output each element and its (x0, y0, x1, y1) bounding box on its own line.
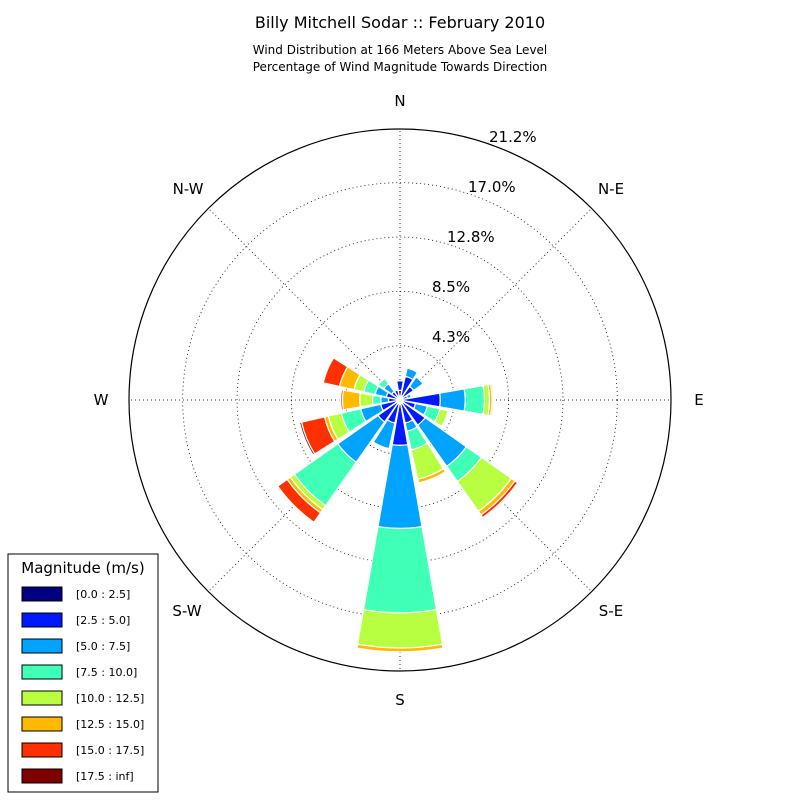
direction-label-se: S-E (599, 602, 623, 620)
bar-sector-4-bin-3 (463, 384, 485, 416)
bar-sector-10-bin-6 (276, 478, 322, 524)
bar-sector-4-bin-6 (489, 383, 494, 417)
legend-entry-0: [0.0 : 2.5] (76, 588, 130, 601)
ring-label-1: 4.3% (432, 328, 470, 346)
bar-sector-2-bin-2 (408, 376, 424, 392)
grid-spoke-8 (208, 208, 401, 401)
ring-label-3: 12.8% (447, 228, 495, 246)
bar-sector-11-bin-7 (298, 421, 316, 456)
direction-label-s: S (395, 691, 405, 709)
legend-swatch-2 (21, 638, 63, 654)
direction-label-w: W (94, 391, 109, 409)
legend-swatch-5 (21, 716, 63, 732)
legend-entry-1: [2.5 : 5.0] (76, 614, 130, 627)
legend-entry-6: [15.0 : 17.5] (76, 744, 144, 757)
legend-entry-3: [7.5 : 10.0] (76, 666, 137, 679)
chart-subtitle-line-2: Percentage of Wind Magnitude Towards Dir… (253, 60, 547, 74)
ring-label-4: 17.0% (468, 178, 516, 196)
direction-label-ne: N-E (598, 180, 624, 198)
bar-sector-1-bin-2 (404, 367, 419, 381)
direction-labels: N N-E E S-E S S-W W N-W (94, 92, 704, 709)
windrose-bars (276, 357, 520, 653)
bar-sector-8-bin-5 (356, 643, 444, 653)
legend-swatch-7 (21, 768, 63, 784)
legend-entry-2: [5.0 : 7.5] (76, 640, 130, 653)
direction-label-sw: S-W (172, 602, 201, 620)
bar-sector-0-bin-1 (396, 380, 404, 392)
legend-entry-7: [17.5 : inf] (76, 770, 134, 783)
chart-title: Billy Mitchell Sodar :: February 2010 (255, 13, 545, 32)
bar-sector-15-bin-1 (393, 389, 400, 398)
bar-sector-8-bin-3 (362, 525, 438, 614)
legend-swatch-3 (21, 664, 63, 680)
bar-sector-14-bin-3 (377, 377, 390, 390)
bar-sector-12-bin-4 (359, 392, 374, 408)
legend-entry-5: [12.5 : 15.0] (76, 718, 144, 731)
ring-labels: 4.3% 8.5% 12.8% 17.0% 21.2% (432, 128, 537, 346)
legend-entries: [0.0 : 2.5] [2.5 : 5.0] [5.0 : 7.5] [7.5 : … (21, 586, 144, 784)
bar-sector-7-bin-5 (417, 467, 447, 484)
legend-swatch-1 (21, 612, 63, 628)
bar-sector-12-bin-7 (339, 389, 343, 411)
grid-ring-3 (236, 236, 564, 564)
grid-spoke-2 (399, 208, 592, 401)
bar-sector-12-bin-5 (341, 389, 362, 411)
legend-swatch-4 (21, 690, 63, 706)
legend-swatch-6 (21, 742, 63, 758)
grid-ring-4 (182, 182, 618, 618)
ring-label-5: 21.2% (489, 128, 537, 146)
ring-label-2: 8.5% (432, 278, 470, 296)
bar-sector-12-bin-3 (371, 394, 382, 406)
legend-entry-4: [10.0 : 12.5] (76, 692, 144, 705)
direction-label-nw: N-W (173, 180, 204, 198)
bar-sector-6-bin-7 (481, 481, 520, 520)
legend-title: Magnitude (m/s) (21, 559, 144, 577)
bar-sector-13-bin-6 (322, 357, 349, 388)
legend-swatch-0 (21, 586, 63, 602)
legend: Magnitude (m/s) [0.0 : 2.5] [2.5 : 5.0] [5… (7, 553, 159, 793)
direction-label-e: E (694, 391, 703, 409)
direction-label-n: N (394, 92, 405, 110)
outer-frame-circle (128, 128, 672, 672)
bar-sector-4-bin-2 (438, 388, 466, 412)
chart-subtitle-line-1: Wind Distribution at 166 Meters Above Se… (253, 43, 548, 57)
bar-sector-5-bin-4 (433, 408, 449, 428)
bar-sector-9-bin-2 (372, 419, 396, 450)
bar-sector-8-bin-4 (356, 609, 444, 649)
